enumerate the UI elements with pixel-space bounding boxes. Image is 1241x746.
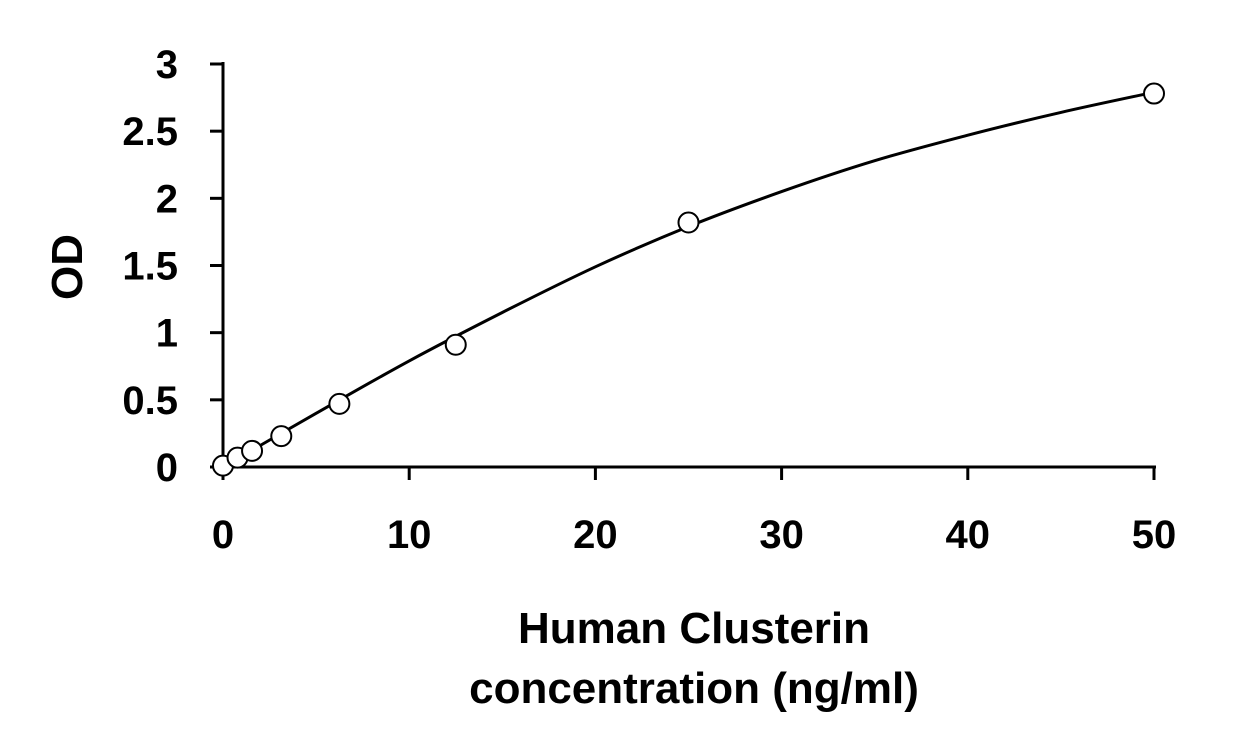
data-point-7 [1143, 82, 1165, 105]
x-axis [210, 465, 1156, 480]
y-tick-label-2: 1 [156, 312, 178, 356]
x-axis-title-line-1: Human Clusterin [518, 604, 870, 653]
y-axis [210, 62, 225, 469]
data-point-5 [444, 333, 467, 356]
x-axis-title-line-2: concentration (ng/ml) [469, 664, 919, 713]
y-tick-label-6: 3 [156, 43, 178, 87]
y-tick-label-1: 0.5 [122, 379, 178, 423]
x-tick-label-4: 40 [946, 513, 991, 557]
y-tick-label-5: 2.5 [122, 110, 178, 154]
data-point-2 [241, 439, 264, 462]
y-tick-label-4: 2 [156, 177, 178, 221]
x-tick-label-2: 20 [573, 513, 618, 557]
fit-curve [222, 90, 1155, 469]
data-points [212, 82, 1165, 477]
y-tick-labels: 0 0.5 1 1.5 2 2.5 3 [122, 43, 178, 490]
data-point-3 [270, 425, 293, 448]
x-tick-label-1: 10 [387, 513, 432, 557]
data-point-6 [677, 211, 700, 234]
y-axis-title: OD [43, 234, 92, 300]
x-tick-label-3: 30 [759, 513, 804, 557]
fit-curve-layer [222, 90, 1155, 469]
x-tick-label-5: 50 [1132, 513, 1177, 557]
x-tick-labels: 0 10 20 30 40 50 [212, 513, 1176, 557]
data-point-4 [328, 392, 351, 415]
y-tick-label-0: 0 [156, 446, 178, 490]
y-tick-label-3: 1.5 [122, 245, 178, 289]
x-tick-label-0: 0 [212, 513, 234, 557]
